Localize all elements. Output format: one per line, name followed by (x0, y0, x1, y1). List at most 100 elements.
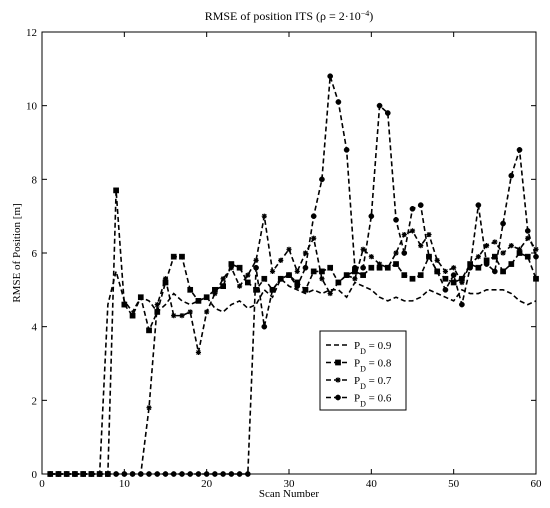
data-point (294, 283, 301, 289)
data-point (426, 231, 432, 238)
data-point (310, 213, 317, 220)
data-point (154, 301, 160, 308)
data-point (475, 202, 482, 208)
data-point (245, 272, 251, 278)
data-point (302, 264, 309, 271)
data-point (434, 268, 441, 275)
data-point (253, 257, 259, 263)
data-point (475, 254, 481, 260)
data-point (352, 276, 358, 282)
data-point (179, 253, 185, 260)
data-point (310, 268, 317, 275)
data-point (261, 323, 268, 330)
data-point (269, 286, 276, 293)
data-point (442, 286, 449, 293)
legend-marker (335, 377, 341, 383)
y-tick-label: 2 (32, 395, 38, 407)
data-point (327, 264, 334, 271)
data-point (195, 349, 202, 356)
x-tick-label: 10 (119, 478, 131, 490)
y-tick-label: 10 (26, 101, 38, 113)
data-point (236, 264, 243, 271)
data-point (277, 275, 284, 282)
data-point (146, 327, 152, 334)
data-point (500, 220, 506, 227)
data-point (335, 99, 342, 105)
data-point (162, 276, 169, 282)
data-point (508, 261, 515, 267)
data-point (376, 102, 383, 109)
data-point (401, 250, 408, 256)
data-point (113, 187, 119, 194)
legend-box (319, 330, 407, 411)
data-point (220, 283, 226, 289)
data-point (484, 243, 490, 249)
data-point (187, 309, 193, 315)
data-point (179, 313, 185, 319)
x-tick-label: 50 (448, 478, 460, 490)
data-point (360, 264, 366, 271)
legend-label: PD = 0.9 (354, 340, 392, 356)
data-point (451, 265, 457, 271)
data-point (352, 264, 358, 271)
data-point (434, 257, 440, 263)
data-point (401, 272, 408, 278)
data-point (525, 235, 531, 241)
data-point (393, 250, 399, 256)
data-point (360, 246, 366, 252)
data-point (426, 253, 432, 260)
x-tick-label: 60 (531, 478, 543, 490)
data-point (459, 279, 465, 286)
data-point (450, 272, 457, 278)
y-axis-label: RMSE of Position [m] (11, 203, 23, 302)
data-point (401, 231, 407, 238)
data-point (335, 279, 341, 286)
data-point (146, 405, 152, 411)
data-point (376, 261, 383, 267)
data-point (261, 213, 267, 219)
data-point (343, 147, 350, 153)
x-axis-label: Scan Number (259, 488, 320, 500)
data-point (409, 275, 416, 282)
data-point (327, 290, 333, 297)
data-point (385, 265, 391, 271)
data-point (393, 261, 399, 267)
data-point (508, 172, 515, 179)
chart-title: RMSE of position ITS (ρ = 2·10−4) (205, 9, 374, 24)
data-point (500, 268, 506, 275)
data-point (417, 272, 424, 278)
data-point (491, 268, 498, 275)
data-point (294, 268, 300, 275)
data-point (204, 309, 210, 315)
y-tick-label: 4 (32, 322, 38, 334)
data-point (409, 205, 416, 212)
x-tick-label: 40 (366, 478, 378, 490)
data-point (344, 272, 350, 278)
data-point (302, 286, 309, 293)
data-point (319, 268, 325, 275)
data-point (483, 261, 490, 267)
data-point (524, 228, 531, 234)
data-point (244, 279, 251, 286)
data-point (121, 301, 128, 308)
y-tick-label: 6 (32, 248, 38, 260)
data-point (228, 265, 234, 271)
legend-marker (335, 359, 341, 366)
tick-layer: 0 10 20 30 40 50 60 0 2 4 6 8 10 12 (26, 27, 542, 490)
data-point (286, 272, 292, 278)
legend-label: PD = 0.8 (354, 358, 392, 374)
data-point (459, 301, 465, 308)
data-point (524, 253, 531, 260)
data-point (319, 276, 325, 282)
data-point (368, 254, 374, 260)
data-point (360, 272, 366, 278)
x-tick-label: 30 (284, 478, 296, 490)
data-point (129, 312, 136, 319)
data-point (253, 264, 259, 271)
data-point (220, 276, 226, 282)
x-tick-label: 0 (39, 478, 45, 490)
data-point (269, 268, 276, 275)
data-point (418, 243, 424, 249)
data-point (171, 313, 177, 319)
data-point (327, 73, 334, 80)
